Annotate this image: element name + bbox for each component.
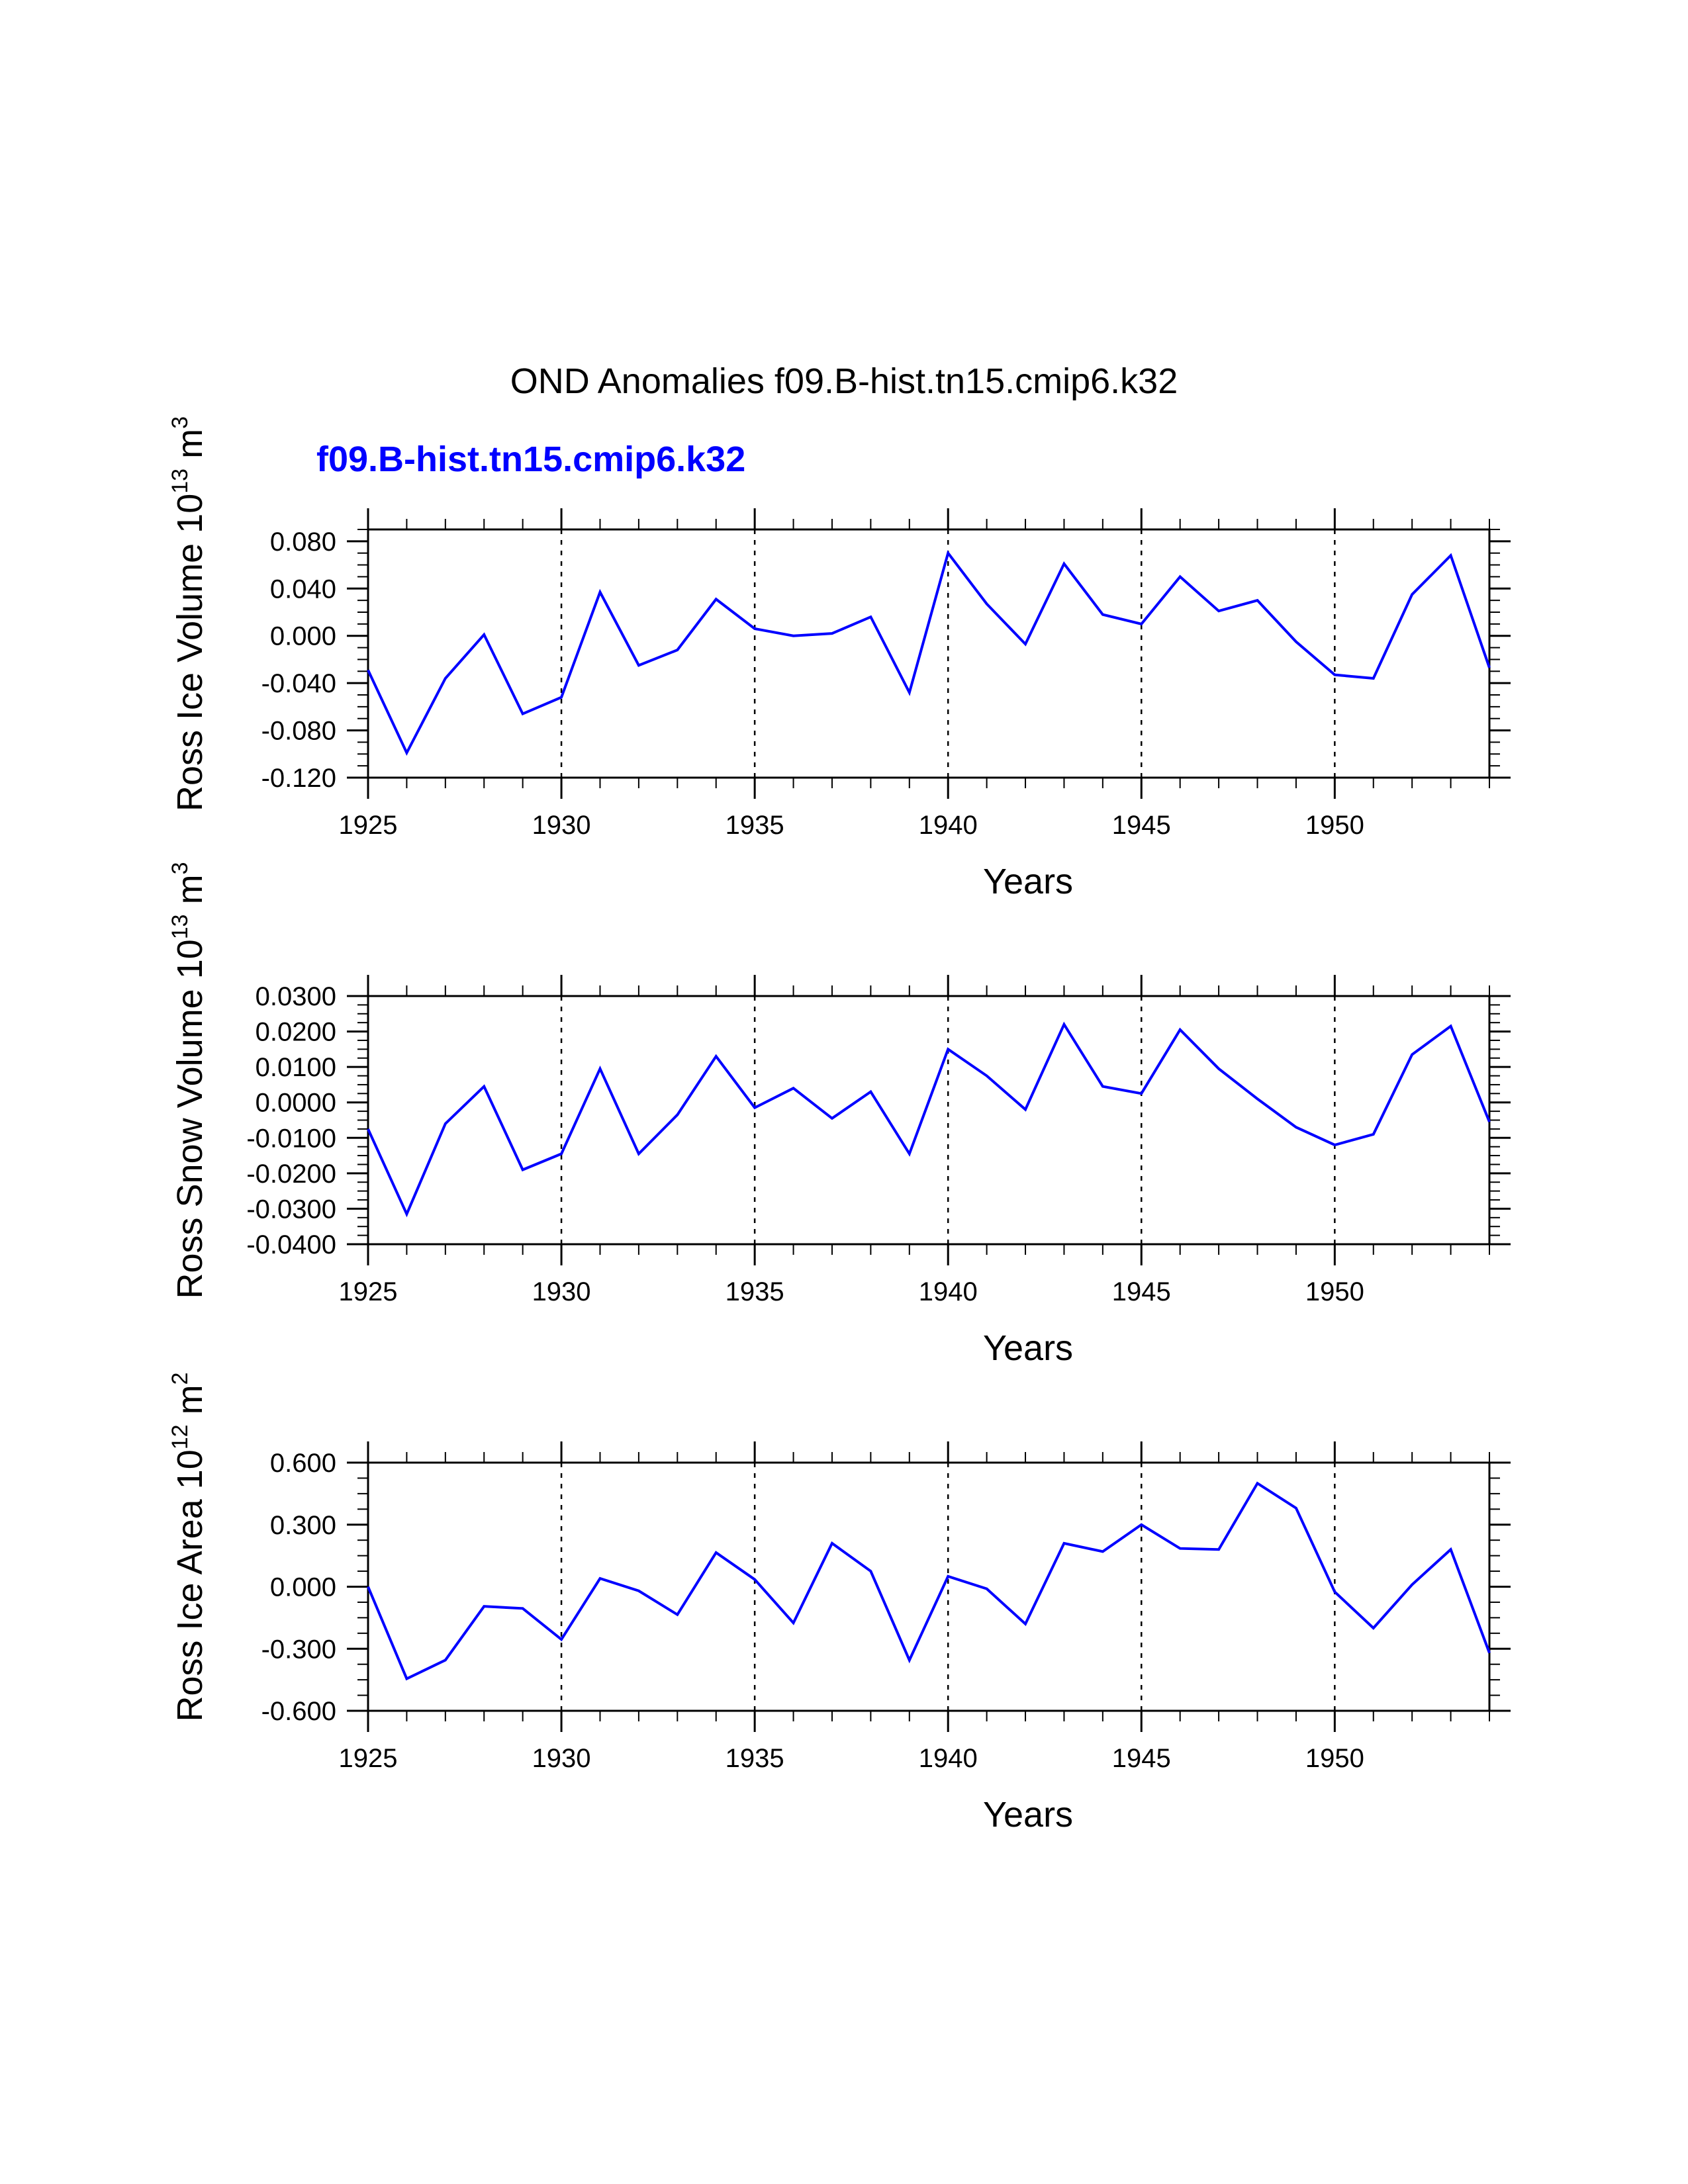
x-tick-label: 1945 <box>1112 811 1171 840</box>
y-tick-label: -0.120 <box>261 764 336 793</box>
x-tick-label: 1935 <box>726 811 784 840</box>
y-axis-label: Ross Ice Area 1012 m2 <box>167 1373 210 1722</box>
x-tick-label: 1940 <box>919 1277 978 1306</box>
y-label-unit-exponent: 3 <box>167 862 193 874</box>
y-tick-label: 0.600 <box>270 1449 336 1478</box>
x-tick-label: 1930 <box>532 1744 591 1773</box>
y-axis-label: Ross Snow Volume 1013 m3 <box>167 862 210 1298</box>
y-tick-label: 0.0300 <box>256 982 336 1011</box>
y-label-unit-exponent: 2 <box>167 1373 193 1385</box>
x-axis-label: Years <box>983 1328 1073 1368</box>
series-line-ice-volume <box>367 550 1491 756</box>
plot-frame <box>367 1461 1491 1712</box>
y-tick-label: -0.040 <box>261 669 336 698</box>
y-label-text: Ross Snow Volume 10 <box>170 939 210 1298</box>
y-tick-label: -0.080 <box>261 717 336 746</box>
y-label-text: Ross Ice Volume 10 <box>170 494 210 811</box>
y-axis-label: Ross Ice Volume 1013 m3 <box>167 416 210 811</box>
x-tick-label: 1945 <box>1112 1277 1171 1306</box>
y-label-text: Ross Ice Area 10 <box>170 1449 210 1721</box>
y-tick-label: 0.0000 <box>256 1089 336 1118</box>
run-label: f09.B-hist.tn15.cmip6.k32 <box>316 439 746 479</box>
x-tick-label: 1925 <box>339 811 398 840</box>
x-tick-label: 1950 <box>1305 1744 1364 1773</box>
y-tick-label: 0.0100 <box>256 1053 336 1082</box>
y-label-exponent: 13 <box>167 914 193 939</box>
figure-title: OND Anomalies f09.B-hist.tn15.cmip6.k32 <box>510 361 1178 401</box>
y-tick-label: -0.0100 <box>246 1124 336 1153</box>
x-tick-label: 1935 <box>726 1744 784 1773</box>
x-tick-label: 1945 <box>1112 1744 1171 1773</box>
x-tick-label: 1950 <box>1305 1277 1364 1306</box>
y-label-unit: m <box>170 1385 210 1424</box>
y-label-exponent: 13 <box>167 469 193 494</box>
x-axis-label: Years <box>983 862 1073 901</box>
y-tick-label: -0.0300 <box>246 1195 336 1224</box>
x-tick-label: 1950 <box>1305 811 1364 840</box>
y-label-unit: m <box>170 429 210 469</box>
plot-frame <box>367 995 1491 1246</box>
y-tick-label: 0.000 <box>270 1573 336 1602</box>
series-line-ice-area <box>367 1481 1491 1681</box>
y-tick-label: 0.000 <box>270 622 336 651</box>
x-tick-label: 1940 <box>919 1744 978 1773</box>
y-tick-label: -0.0200 <box>246 1160 336 1189</box>
y-label-exponent: 12 <box>167 1424 193 1449</box>
y-tick-label: 0.080 <box>270 527 336 557</box>
x-tick-label: 1930 <box>532 811 591 840</box>
chart-panel-ice-volume: -0.120 -0.080 -0.040 0.000 0.040 0.080 1925 193… <box>167 416 1511 901</box>
x-tick-label: 1925 <box>339 1744 398 1773</box>
y-tick-label: -0.600 <box>261 1697 336 1726</box>
series-line-snow-volume <box>367 1021 1491 1218</box>
x-axis-label: Years <box>983 1795 1073 1835</box>
chart-panel-snow-volume: -0.0400 -0.0300 -0.0200 -0.0100 0.0000 0.0100… <box>167 862 1511 1368</box>
x-tick-label: 1925 <box>339 1277 398 1306</box>
y-tick-label: -0.300 <box>261 1635 336 1664</box>
y-tick-label: -0.0400 <box>246 1230 336 1259</box>
y-tick-label: 0.0200 <box>256 1018 336 1047</box>
y-label-unit: m <box>170 874 210 914</box>
x-tick-label: 1935 <box>726 1277 784 1306</box>
y-label-unit-exponent: 3 <box>167 416 193 429</box>
y-tick-label: 0.300 <box>270 1511 336 1540</box>
y-tick-label: 0.040 <box>270 574 336 604</box>
chart-panel-ice-area: -0.600 -0.300 0.000 0.300 0.600 1925 1930 1935 1… <box>167 1373 1511 1835</box>
plot-frame <box>367 528 1491 779</box>
x-tick-label: 1940 <box>919 811 978 840</box>
x-tick-label: 1930 <box>532 1277 591 1306</box>
